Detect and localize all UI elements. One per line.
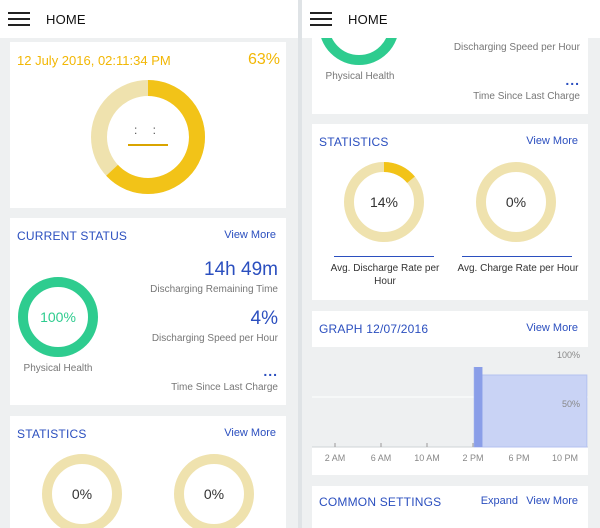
common-settings-expand[interactable]: Expand xyxy=(480,495,518,507)
health-ring: 100% xyxy=(17,276,99,358)
charge-rate-value-left: 0% xyxy=(203,486,225,502)
discharge-rate-ring-level xyxy=(344,162,424,242)
statistics-title-left: STATISTICS xyxy=(17,427,87,441)
menu-icon[interactable] xyxy=(8,12,30,26)
graph-y-top-label: 100% xyxy=(557,350,580,360)
app-header: HOME xyxy=(0,0,298,38)
graph-title: GRAPH 12/07/2016 xyxy=(319,322,429,336)
current-status-card: CURRENT STATUS View More 100% Physical H… xyxy=(10,218,286,405)
current-status-view-more[interactable]: View More xyxy=(224,229,276,241)
statistics-view-more-right[interactable]: View More xyxy=(526,135,578,147)
health-label: Physical Health xyxy=(23,363,93,374)
menu-icon-right[interactable] xyxy=(310,12,332,26)
current-status-title: CURRENT STATUS xyxy=(17,229,128,243)
discharge-rate-value-left: 0% xyxy=(71,486,93,502)
statistics-card-right: STATISTICS View More 14% 0% Avg. Dischar… xyxy=(312,124,588,300)
discharge-rate-ring-right: 14% xyxy=(343,161,425,243)
battery-percent: 63% xyxy=(247,51,280,68)
header-title-right: HOME xyxy=(348,12,388,27)
battery-face-mouth xyxy=(128,144,168,146)
last-charge-label: Time Since Last Charge xyxy=(171,382,278,393)
discharge-rate-label: Avg. Discharge Rate per Hour xyxy=(330,263,440,287)
battery-card: 12 July 2016, 02:11:34 PM 63% : : xyxy=(10,42,286,208)
last-charge-value-partial: ... xyxy=(565,72,580,88)
last-charge-label-partial: Time Since Last Charge xyxy=(473,91,580,102)
graph-x-label: 6 PM xyxy=(508,453,529,463)
discharge-rate-ring-left: 0% xyxy=(41,453,123,528)
common-settings-title: COMMON SETTINGS xyxy=(319,495,442,509)
current-status-card-partial: Physical Health Discharging Speed per Ho… xyxy=(312,38,588,114)
graph-x-label: 6 AM xyxy=(371,453,392,463)
remaining-time-value: 14h 49m xyxy=(204,259,278,280)
discharge-speed-label: Discharging Speed per Hour xyxy=(151,333,278,344)
health-ring-partial xyxy=(318,38,400,66)
graph-y-mid-label: 50% xyxy=(562,399,580,409)
health-value: 100% xyxy=(40,309,76,325)
charge-rate-value-right: 0% xyxy=(505,194,527,210)
common-settings-view-more[interactable]: View More xyxy=(526,495,578,507)
charge-rate-divider xyxy=(462,256,572,257)
discharge-speed-label-partial: Discharging Speed per Hour xyxy=(453,42,580,53)
graph-x-label: 10 AM xyxy=(414,453,440,463)
discharge-rate-value-right: 14% xyxy=(369,194,399,210)
discharge-speed-value: 4% xyxy=(250,308,278,329)
left-pane: HOME 12 July 2016, 02:11:34 PM 63% : : C… xyxy=(0,0,298,528)
statistics-view-more-left[interactable]: View More xyxy=(224,427,276,439)
graph-x-label: 2 PM xyxy=(462,453,483,463)
battery-datetime: 12 July 2016, 02:11:34 PM xyxy=(17,53,171,68)
charge-rate-label: Avg. Charge Rate per Hour xyxy=(457,263,579,274)
charge-rate-ring-left: 0% xyxy=(173,453,255,528)
statistics-title-right: STATISTICS xyxy=(319,135,389,149)
remaining-time-label: Discharging Remaining Time xyxy=(150,284,278,295)
charge-rate-ring-right: 0% xyxy=(475,161,557,243)
battery-face-eyes: : : xyxy=(133,123,162,137)
header-title: HOME xyxy=(46,12,86,27)
last-charge-value: ... xyxy=(263,363,278,379)
battery-ring-level xyxy=(91,80,205,194)
graph-x-label: 10 PM xyxy=(552,453,578,463)
graph-card: GRAPH 12/07/2016 View More 100% 50% 2 AM… xyxy=(312,311,588,475)
battery-graph: 100% 50% 2 AM 6 AM 10 AM 2 PM 6 PM 10 PM xyxy=(312,347,588,463)
health-label-partial: Physical Health xyxy=(325,71,395,82)
statistics-card-left: STATISTICS View More 0% 0% xyxy=(10,416,286,528)
graph-series-spike xyxy=(474,367,483,447)
common-settings-card: COMMON SETTINGS Expand View More xyxy=(312,486,588,528)
graph-view-more[interactable]: View More xyxy=(526,322,578,334)
battery-ring: : : xyxy=(90,79,206,195)
discharge-rate-divider xyxy=(334,256,434,257)
graph-x-label: 2 AM xyxy=(325,453,346,463)
right-pane: HOME Physical Health Discharging Speed p… xyxy=(302,0,600,528)
app-header-right: HOME xyxy=(302,0,600,38)
